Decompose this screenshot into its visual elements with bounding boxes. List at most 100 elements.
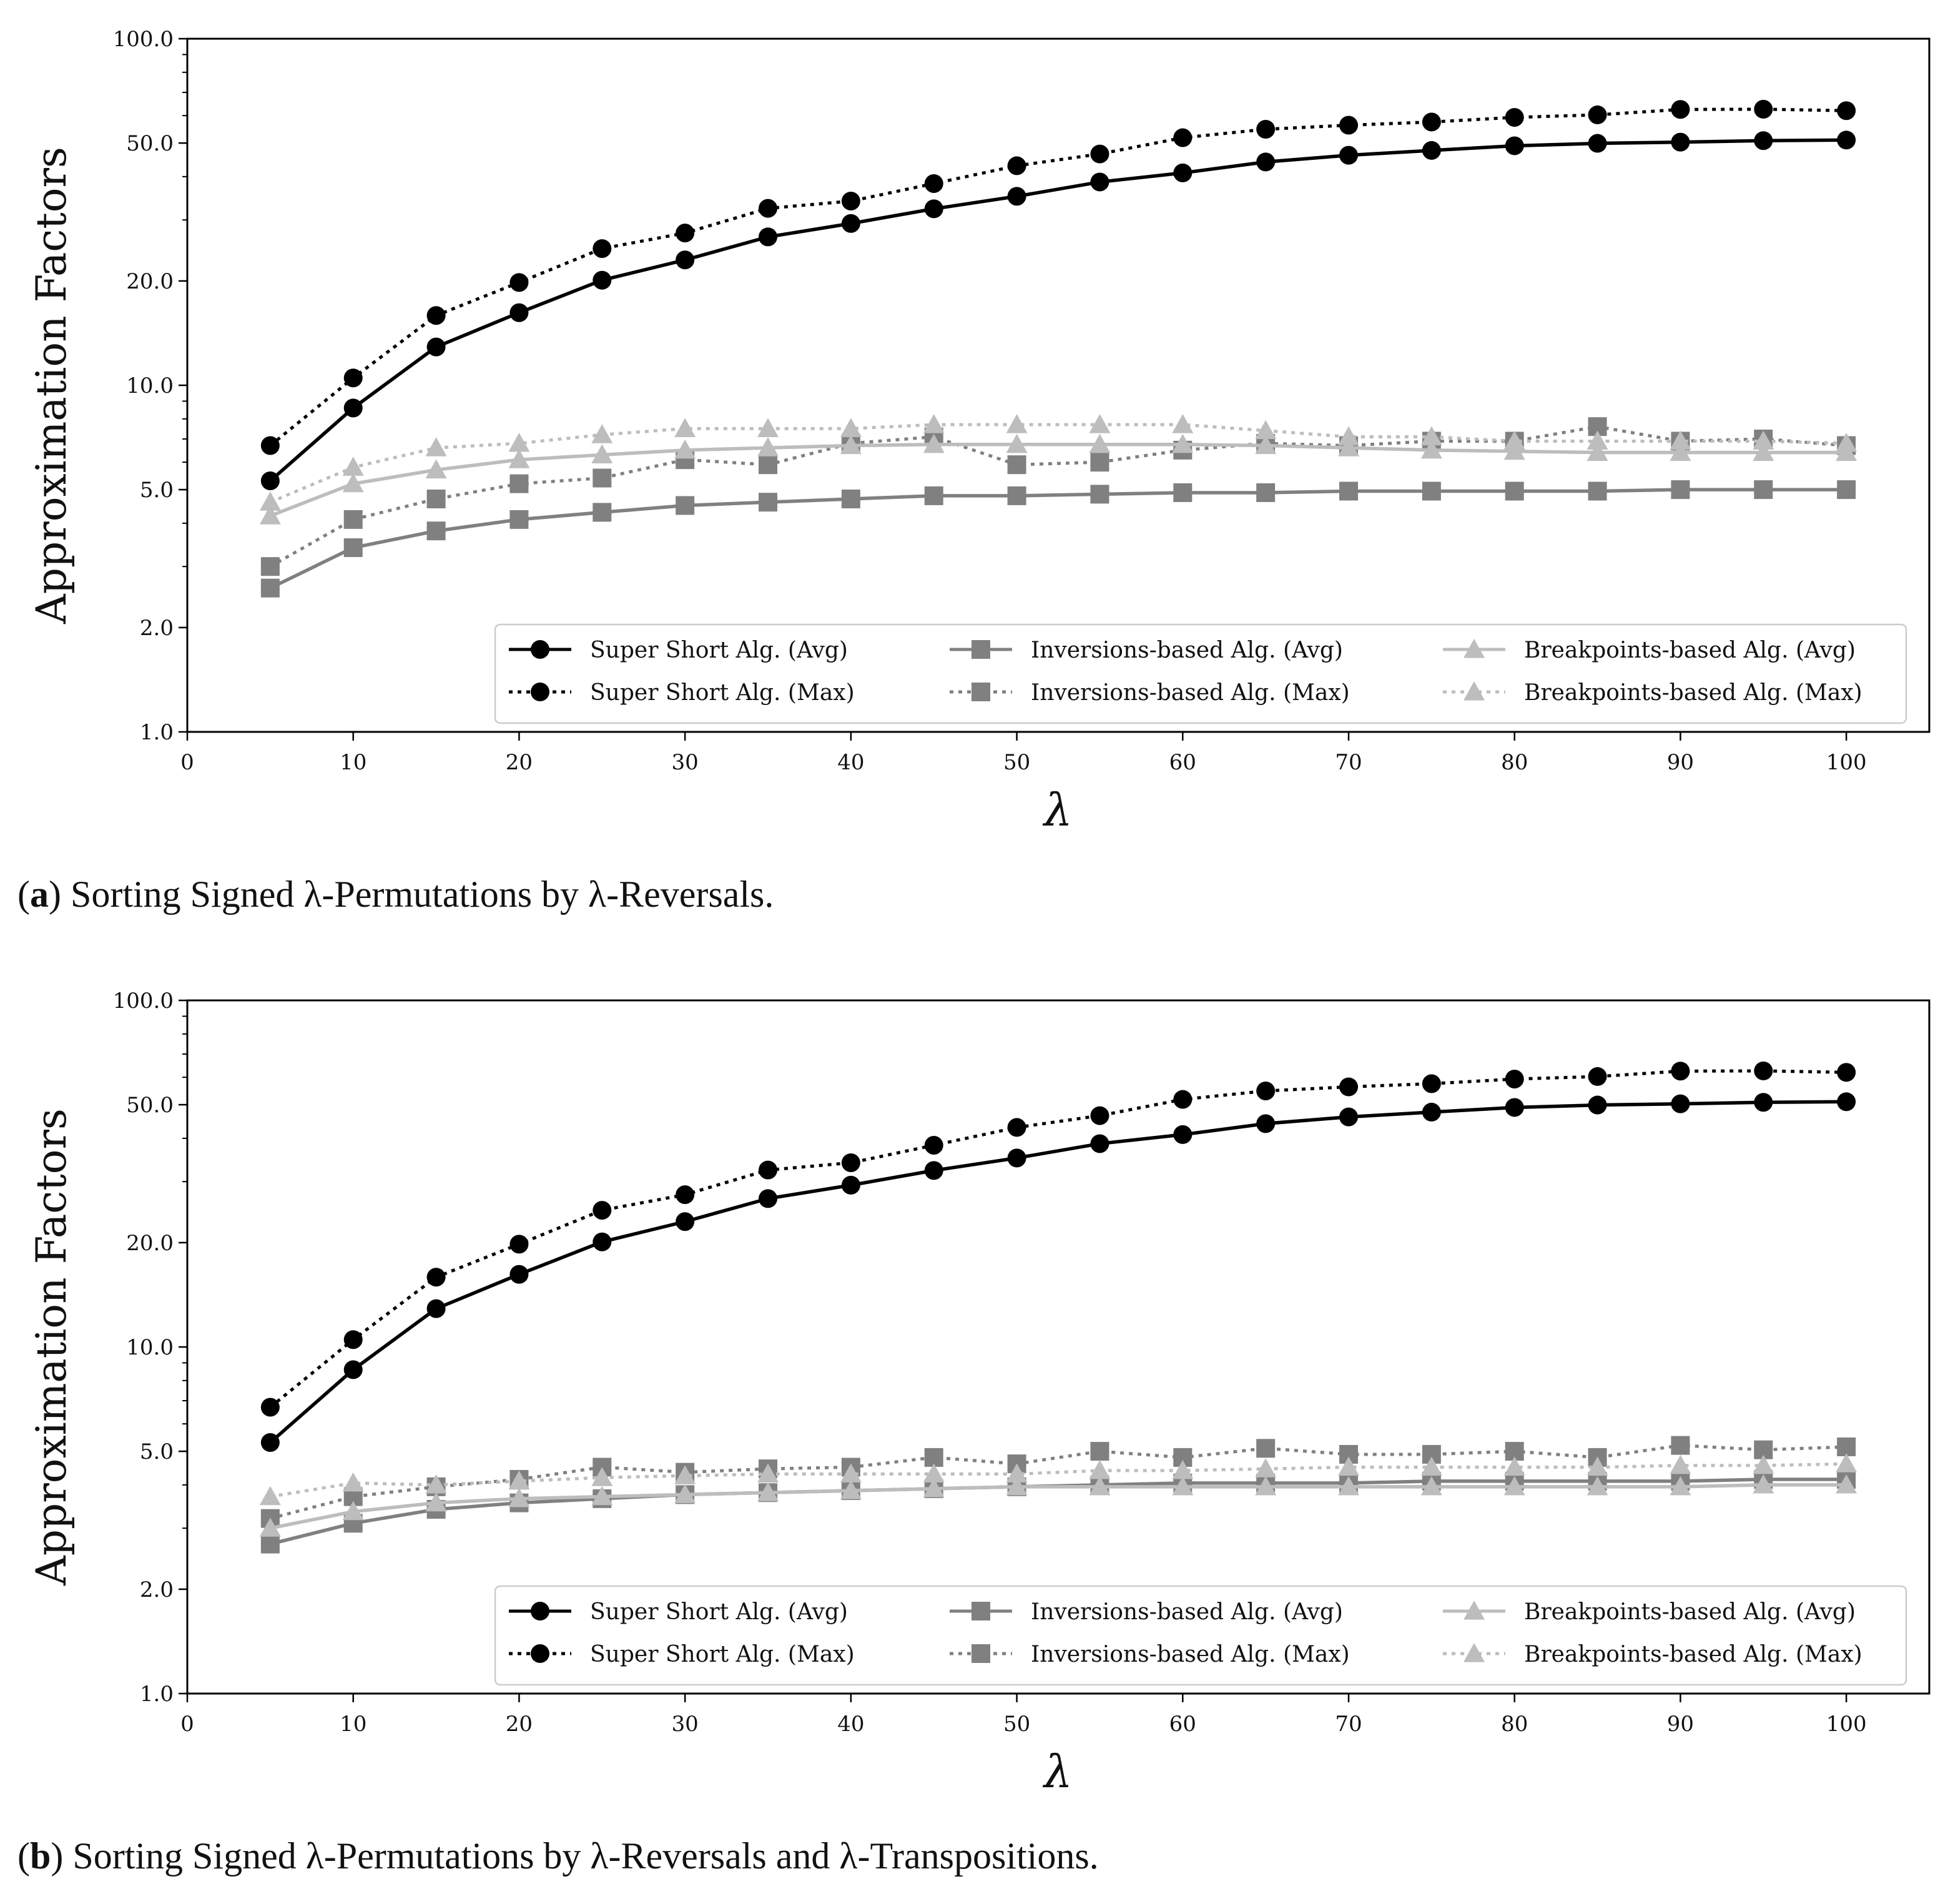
data-point: [1753, 1454, 1774, 1474]
data-point: [259, 1486, 281, 1506]
data-point: [1420, 439, 1442, 459]
data-point: [593, 503, 612, 522]
data-point: [1420, 426, 1442, 446]
data-point: [342, 1472, 364, 1492]
data-point: [757, 1463, 779, 1483]
data-point: [1007, 486, 1026, 505]
series-line: [269, 1100, 1847, 1444]
series-line: [269, 425, 1847, 568]
series-super-short-alg-avg: [260, 1092, 1856, 1453]
data-point: [1670, 430, 1691, 450]
legend-marker: [531, 1602, 549, 1620]
y-tick-label: 1.0: [140, 1682, 174, 1707]
x-tick-label: 70: [1335, 750, 1362, 775]
series-inversions-based-alg-avg: [260, 480, 1856, 598]
x-tick-label: 60: [1169, 750, 1196, 775]
data-point: [674, 439, 696, 459]
data-point: [674, 1484, 696, 1504]
data-point: [1173, 1090, 1193, 1109]
data-point: [924, 1135, 943, 1155]
legend-item-inversions-based-alg-avg: Inversions-based Alg. (Avg): [950, 638, 1343, 663]
data-point: [1256, 483, 1276, 502]
data-point: [1753, 441, 1774, 461]
legend-marker: [1464, 1601, 1485, 1620]
x-tick-label: 0: [180, 750, 194, 775]
data-point: [1255, 435, 1277, 455]
series-super-short-alg-max: [260, 1061, 1856, 1417]
data-point: [1505, 136, 1524, 155]
data-point: [591, 1486, 613, 1506]
data-point: [923, 433, 945, 453]
data-point: [1256, 152, 1276, 172]
data-point: [1505, 107, 1524, 127]
data-point: [1422, 481, 1441, 501]
legend-marker: [531, 683, 549, 701]
data-point: [1837, 1437, 1856, 1456]
data-point: [841, 1153, 860, 1173]
data-point: [260, 471, 280, 491]
data-point: [1422, 112, 1441, 132]
series-line: [269, 488, 1847, 590]
legend-label: Breakpoints-based Alg. (Max): [1524, 680, 1862, 706]
data-point: [924, 486, 943, 505]
data-point: [425, 437, 447, 456]
data-point: [1090, 1106, 1109, 1125]
data-point: [923, 413, 945, 433]
data-point: [509, 273, 529, 292]
data-point: [1090, 144, 1109, 164]
series-line: [269, 138, 1847, 483]
legend-box: [494, 1585, 1907, 1686]
data-point: [759, 227, 777, 247]
data-point: [426, 521, 446, 541]
x-axis-label: λ: [1042, 784, 1073, 836]
y-axis-label: Approximation Factors: [27, 147, 76, 624]
data-point: [840, 1463, 862, 1483]
chart-panel-b: 1.0 2.0 5.0 10.0 20.0 50.0 100.0 0 10 20 30 40 50 60 7…: [27, 989, 1931, 1798]
legend-label: Inversions-based Alg. (Avg): [1031, 1599, 1343, 1625]
data-point: [1754, 99, 1773, 119]
data-point: [1671, 1436, 1690, 1455]
data-point: [1837, 131, 1856, 150]
data-point: [343, 398, 363, 418]
legend-label: Inversions-based Alg. (Avg): [1031, 638, 1343, 663]
data-point: [343, 510, 363, 529]
legend-marker: [531, 1644, 549, 1663]
plot-frame: [186, 37, 1931, 733]
data-point: [1422, 1074, 1441, 1093]
data-point: [759, 1160, 777, 1180]
data-point: [425, 1474, 447, 1494]
data-point: [260, 557, 280, 576]
plot-frame: [186, 999, 1931, 1695]
data-point: [1256, 119, 1276, 139]
x-tick-label: 80: [1501, 1712, 1528, 1737]
data-point: [508, 1487, 530, 1507]
legend-label: Inversions-based Alg. (Max): [1031, 680, 1350, 706]
data-point: [260, 436, 280, 455]
legend-label: Breakpoints-based Alg. (Avg): [1524, 638, 1856, 663]
x-tick-label: 60: [1169, 1712, 1196, 1737]
data-point: [259, 491, 281, 511]
data-point: [1587, 1476, 1608, 1496]
data-point: [1256, 1081, 1276, 1100]
data-point: [757, 437, 779, 456]
data-point: [1503, 440, 1525, 460]
legend-marker: [1464, 1643, 1485, 1662]
data-point: [509, 1235, 529, 1254]
data-point: [259, 505, 281, 525]
data-point: [1671, 100, 1690, 119]
data-point: [1172, 413, 1194, 433]
legend-label: Super Short Alg. (Max): [590, 680, 855, 706]
data-point: [924, 199, 943, 219]
series-breakpoints-based-alg-max: [259, 413, 1857, 511]
data-point: [1007, 187, 1026, 206]
x-tick-label: 100: [1826, 750, 1867, 775]
series-super-short-alg-avg: [260, 131, 1856, 491]
x-tick-label: 40: [837, 1712, 864, 1737]
x-tick-label: 100: [1826, 1712, 1867, 1737]
data-point: [676, 1212, 695, 1231]
series-group: [259, 99, 1857, 598]
x-tick-label: 20: [506, 750, 533, 775]
data-point: [1090, 453, 1109, 472]
data-point: [1338, 426, 1359, 446]
